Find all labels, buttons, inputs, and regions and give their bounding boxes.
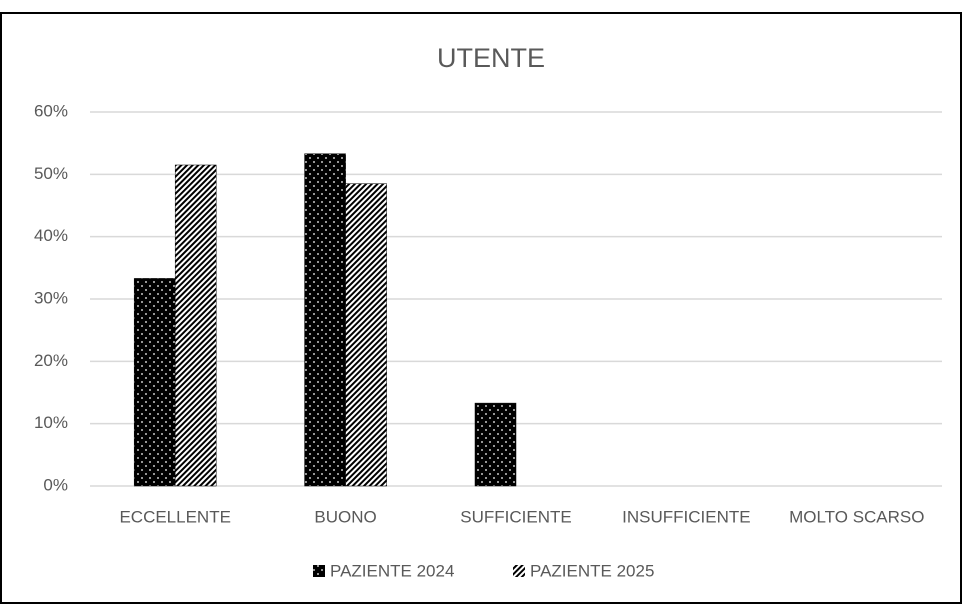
x-tick-label: INSUFFICIENTE: [622, 507, 750, 526]
legend-label: PAZIENTE 2025: [530, 561, 654, 580]
y-tick-label: 0%: [43, 475, 68, 494]
bar: [304, 153, 346, 487]
x-tick-label: MOLTO SCARSO: [789, 507, 924, 526]
y-tick-label: 60%: [34, 101, 68, 120]
y-tick-label: 40%: [34, 226, 68, 245]
x-tick-label: BUONO: [314, 507, 376, 526]
y-tick-label: 50%: [34, 164, 68, 183]
y-tick-label: 20%: [34, 351, 68, 370]
legend-swatch: [513, 565, 525, 577]
legend-label: PAZIENTE 2024: [330, 561, 454, 580]
x-tick-label: SUFFICIENTE: [460, 507, 571, 526]
x-tick-label: ECCELLENTE: [119, 507, 230, 526]
bar: [474, 402, 517, 487]
bar: [345, 183, 387, 487]
y-tick-label: 30%: [34, 288, 68, 307]
legend-swatch: [313, 565, 325, 577]
chart-title: UTENTE: [437, 43, 545, 73]
bar: [133, 278, 176, 487]
bar: [174, 164, 217, 487]
y-tick-label: 10%: [34, 413, 68, 432]
